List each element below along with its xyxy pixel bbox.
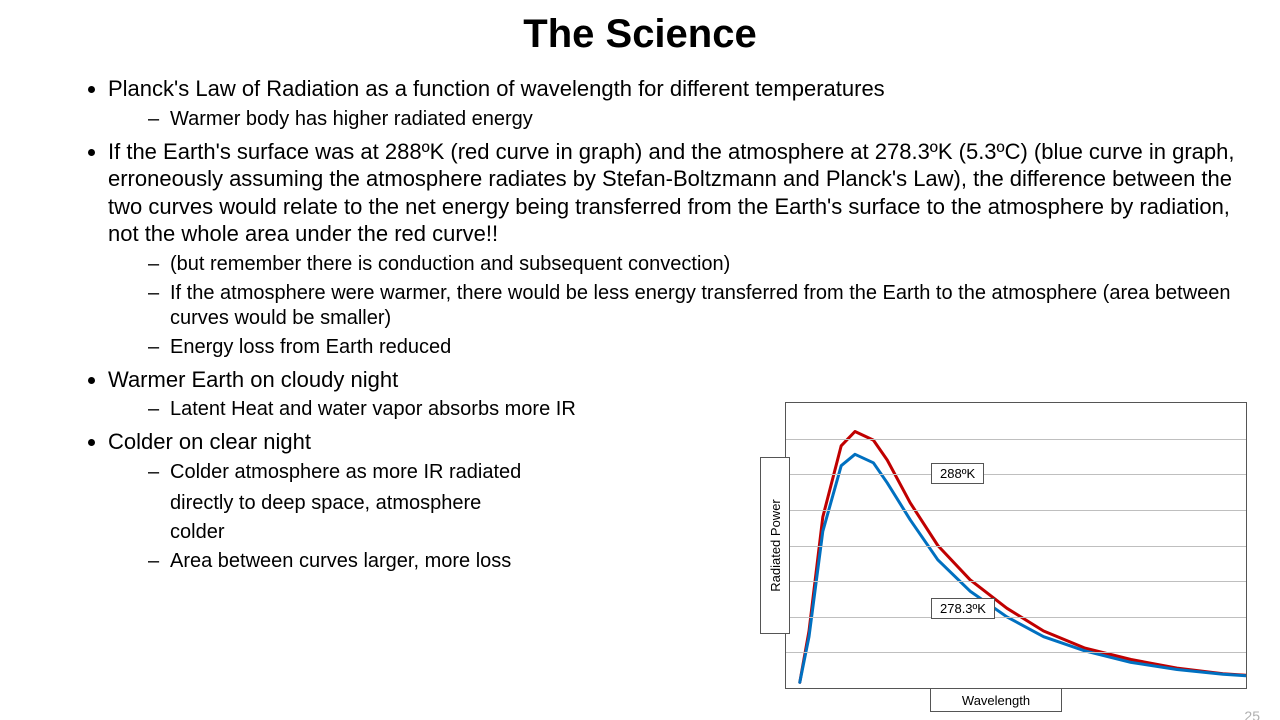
bullet-3-sub-1: Latent Heat and water vapor absorbs more… xyxy=(148,397,708,422)
bullet-2-sub-1: (but remember there is conduction and su… xyxy=(148,252,1250,277)
bullet-2-text: If the Earth's surface was at 288ºK (red… xyxy=(108,139,1234,247)
bullet-2-sub: (but remember there is conduction and su… xyxy=(108,252,1250,360)
bullet-2-sub-3: Energy loss from Earth reduced xyxy=(148,335,1250,360)
chart-label-278.3K: 278.3ºK xyxy=(931,598,995,619)
bullet-4-sub-1-extra1: directly to deep space, atmosphere xyxy=(108,491,730,516)
bullet-1-sub: Warmer body has higher radiated energy xyxy=(108,107,1250,132)
chart-y-axis-label: Radiated Power xyxy=(768,499,783,592)
bullet-1-text: Planck's Law of Radiation as a function … xyxy=(108,76,885,101)
bullet-4-sub-1: Colder atmosphere as more IR radiated xyxy=(148,460,708,485)
chart-grid-line xyxy=(786,652,1246,653)
bullet-4-text: Colder on clear night xyxy=(108,429,311,454)
bullet-3-text: Warmer Earth on cloudy night xyxy=(108,367,398,392)
bullet-4-sub-cont: Area between curves larger, more loss xyxy=(108,549,708,574)
chart-series-278.3K xyxy=(800,454,1246,682)
chart-grid-line xyxy=(786,546,1246,547)
bullet-3-sub: Latent Heat and water vapor absorbs more… xyxy=(108,397,708,422)
bullet-4-sub-2: Area between curves larger, more loss xyxy=(148,549,708,574)
chart-y-axis-box: Radiated Power xyxy=(760,457,790,634)
page-title: The Science xyxy=(0,12,1280,57)
bullet-4-sub: Colder atmosphere as more IR radiated xyxy=(108,460,708,485)
page-number: 25 xyxy=(1244,708,1260,720)
bullet-1-sub-1: Warmer body has higher radiated energy xyxy=(148,107,1250,132)
bullet-2-sub-2: If the atmosphere were warmer, there wou… xyxy=(148,281,1250,331)
chart-plot-area: 288ºK 278.3ºK xyxy=(785,402,1247,689)
bullet-2: If the Earth's surface was at 288ºK (red… xyxy=(108,138,1250,360)
chart-grid-line xyxy=(786,439,1246,440)
chart-grid-line xyxy=(786,581,1246,582)
chart-grid-line xyxy=(786,474,1246,475)
chart-label-288K: 288ºK xyxy=(931,463,984,484)
chart-x-axis-label: Wavelength xyxy=(930,688,1062,712)
chart-series-288K xyxy=(800,432,1246,683)
bullet-4-sub-1-extra2: colder xyxy=(108,520,730,545)
chart-grid-line xyxy=(786,617,1246,618)
chart-grid-line xyxy=(786,510,1246,511)
bullet-1: Planck's Law of Radiation as a function … xyxy=(108,75,1250,132)
planck-chart: 288ºK 278.3ºK Radiated Power Wavelength xyxy=(750,402,1250,712)
